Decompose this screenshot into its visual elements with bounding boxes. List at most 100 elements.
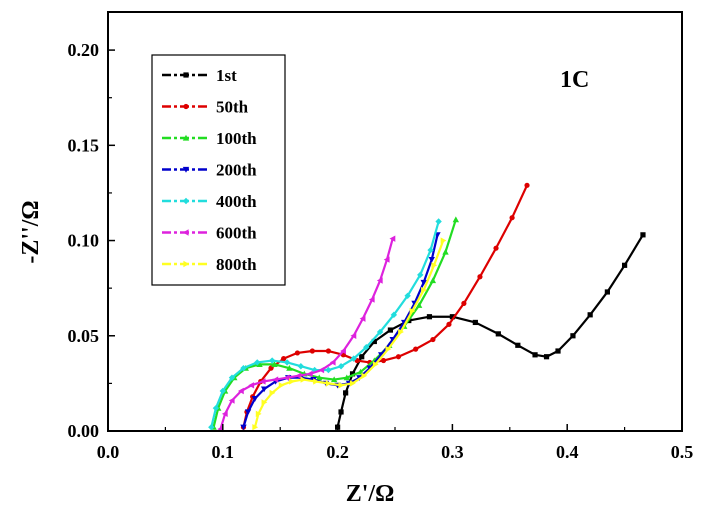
data-point <box>383 256 390 263</box>
data-point <box>338 409 344 415</box>
data-point <box>376 277 383 284</box>
y-tick-label: 0.00 <box>68 421 100 441</box>
data-point <box>286 364 293 371</box>
data-point <box>404 292 411 299</box>
legend-item: 50th <box>162 98 249 117</box>
data-point <box>495 331 501 337</box>
x-tick-label: 0.2 <box>326 442 349 462</box>
data-point <box>440 237 447 244</box>
data-point <box>532 352 538 358</box>
x-axis-title: Z'/Ω <box>346 481 395 507</box>
data-point <box>449 314 455 320</box>
data-point <box>281 356 287 362</box>
data-point <box>398 328 404 336</box>
data-point <box>306 370 313 378</box>
data-point <box>359 354 365 360</box>
data-point <box>329 359 336 366</box>
data-point <box>390 311 398 319</box>
x-tick-label: 0.3 <box>441 442 464 462</box>
data-point <box>278 382 285 389</box>
legend-item: 200th <box>162 161 257 180</box>
x-tick-label: 0.5 <box>671 442 694 462</box>
data-point <box>461 300 467 306</box>
data-point <box>350 355 357 362</box>
data-point <box>421 286 427 294</box>
data-point <box>212 404 220 412</box>
y-tick-label: 0.15 <box>68 135 100 155</box>
y-tick-label: 0.20 <box>68 40 100 60</box>
data-point <box>415 302 423 308</box>
data-point <box>248 382 255 389</box>
data-point <box>259 378 266 385</box>
legend-label: 600th <box>216 224 257 243</box>
data-point <box>330 376 338 383</box>
data-point <box>182 229 189 236</box>
data-point <box>363 344 370 351</box>
data-point <box>350 332 357 339</box>
data-point <box>283 359 291 366</box>
legend-item: 100th <box>162 129 257 148</box>
data-point <box>271 361 278 367</box>
y-tick-label: 0.10 <box>68 231 100 251</box>
data-point <box>294 350 301 356</box>
data-point <box>343 374 350 381</box>
legend-label: 800th <box>216 255 257 274</box>
data-point <box>325 348 332 354</box>
data-point <box>300 376 307 383</box>
data-point <box>387 327 394 333</box>
data-point <box>426 314 433 320</box>
legend-item: 800th <box>162 255 257 274</box>
data-point <box>219 387 226 395</box>
data-point <box>452 216 460 223</box>
data-point <box>295 372 302 379</box>
data-point <box>389 235 396 242</box>
x-tick-label: 0.1 <box>212 442 235 462</box>
data-point <box>251 396 259 402</box>
ticks-layer: 0.0 0.1 0.2 0.3 0.4 0.5 0.00 0.05 0.10 0.15 0.20 <box>68 40 694 462</box>
data-point <box>183 72 189 78</box>
rate-annotation: 1C <box>560 67 589 93</box>
data-point <box>325 380 332 387</box>
data-point <box>378 352 385 359</box>
data-point <box>446 321 452 327</box>
data-point <box>587 312 593 318</box>
data-point <box>256 361 263 367</box>
y-tick-label: 0.05 <box>68 326 100 346</box>
data-point <box>493 245 499 251</box>
data-point <box>343 390 349 396</box>
data-point <box>272 376 279 383</box>
series-line <box>336 234 644 428</box>
data-point <box>237 387 244 395</box>
data-point <box>182 166 190 173</box>
data-point <box>509 215 515 221</box>
data-point <box>515 342 521 348</box>
data-point <box>427 246 434 254</box>
data-point <box>429 277 437 284</box>
data-point <box>395 354 402 360</box>
legend-label: 200th <box>216 161 257 180</box>
data-point <box>313 378 319 385</box>
data-point <box>269 389 276 397</box>
data-point <box>260 386 268 393</box>
legend-item: 1st <box>162 66 237 85</box>
data-point <box>208 423 215 431</box>
data-point <box>349 371 356 377</box>
data-point <box>228 397 235 404</box>
data-point <box>477 274 483 280</box>
data-point <box>252 423 259 431</box>
data-point <box>417 271 424 279</box>
y-axis-title: -Z''/Ω <box>18 200 44 263</box>
data-point <box>221 410 228 418</box>
data-point <box>182 134 190 141</box>
data-point <box>268 357 276 364</box>
data-point <box>431 262 438 269</box>
data-point <box>435 218 442 225</box>
data-point <box>261 399 268 406</box>
legend-label: 50th <box>216 98 249 117</box>
data-point <box>244 409 252 416</box>
data-point <box>380 357 387 364</box>
data-point <box>255 410 262 418</box>
data-point <box>604 289 610 295</box>
data-point <box>570 333 576 339</box>
